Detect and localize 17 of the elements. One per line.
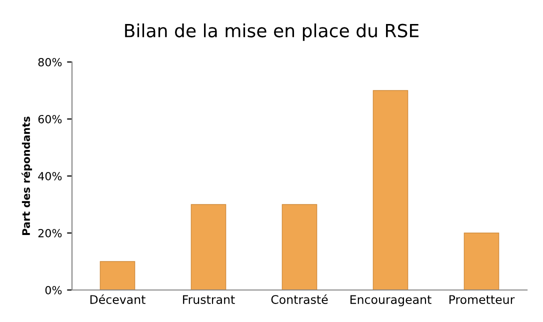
- bar: [282, 204, 318, 290]
- bar: [464, 232, 500, 290]
- y-tick-label: 40%: [38, 172, 62, 180]
- y-tick-label: 60%: [38, 114, 62, 124]
- y-axis-title: Part des répondants: [22, 116, 32, 235]
- chart-title: Bilan de la mise en place du RSE: [125, 23, 419, 41]
- x-tick-label: Décevant: [90, 294, 146, 304]
- bar: [100, 261, 136, 290]
- x-tick-label: Prometteur: [449, 295, 515, 304]
- x-tick-label: Encourageant: [350, 295, 432, 306]
- bar: [190, 204, 226, 290]
- x-tick-label: Contrasté: [271, 294, 328, 304]
- y-tick-label: 80%: [38, 58, 62, 66]
- y-tick-label: 20%: [38, 228, 62, 238]
- bar: [372, 90, 408, 290]
- x-tick-label: Frustrant: [183, 295, 235, 304]
- y-tick-label: 0%: [45, 286, 62, 294]
